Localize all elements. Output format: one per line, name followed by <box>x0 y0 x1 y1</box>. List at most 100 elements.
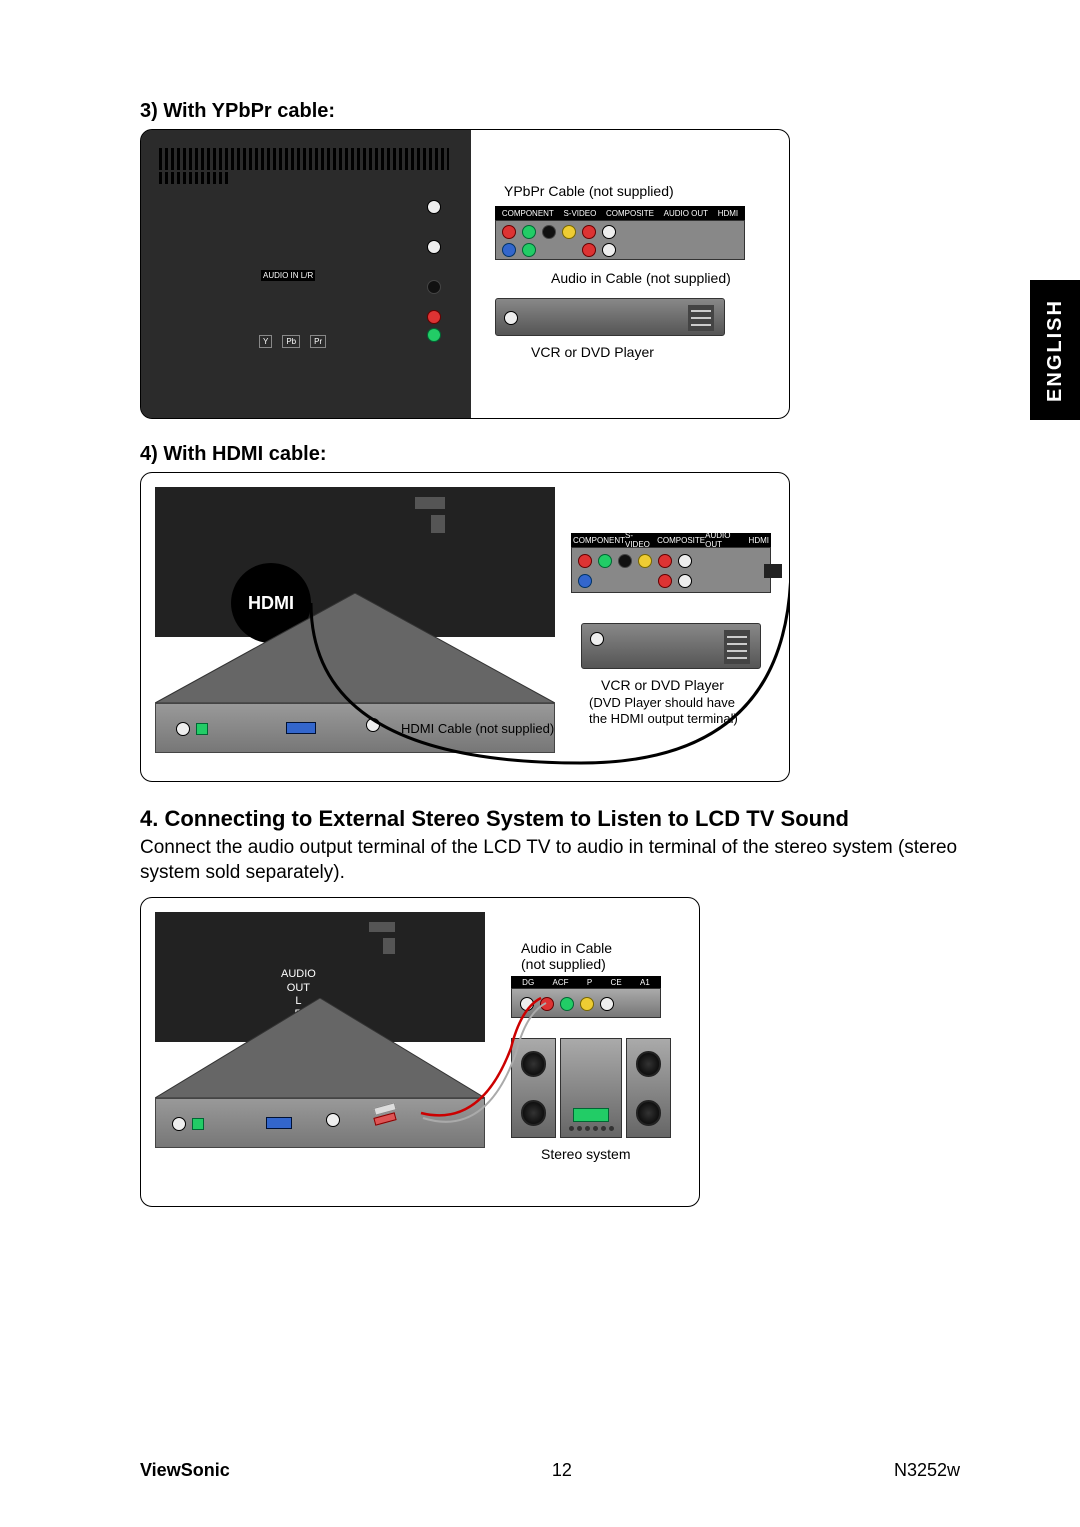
stb-port2 <box>192 1118 204 1130</box>
panel-label-audioout: AUDIO OUT <box>664 209 708 218</box>
stereo-system <box>511 1038 671 1138</box>
amp-unit <box>511 988 661 1018</box>
panel-label-hdmi: HDMI <box>718 209 738 218</box>
port-pb-label: Pb <box>282 335 300 348</box>
section-4-title: 4) With HDMI cable: <box>140 443 960 466</box>
port-black <box>542 225 556 239</box>
hdvd-port1 <box>590 632 604 646</box>
amp-p3 <box>560 997 574 1011</box>
ypbpr-cable-label: YPbPr Cable (not supplied) <box>501 182 677 200</box>
main-heading: 4. Connecting to External Stereo System … <box>140 806 960 832</box>
connector-panel-strip: COMPONENT S-VIDEO COMPOSITE AUDIO OUT HD… <box>495 206 745 220</box>
hp-black <box>618 554 632 568</box>
tv-side-port-5 <box>427 328 441 342</box>
stb-vga <box>266 1117 292 1129</box>
base-port-3 <box>366 718 380 732</box>
tv-side-port-3 <box>427 280 441 294</box>
language-tab: ENGLISH <box>1030 280 1080 420</box>
amp-p1 <box>520 997 534 1011</box>
stereo-display <box>573 1108 609 1122</box>
hdmi-connector-panel <box>571 547 771 593</box>
amp-p2 <box>540 997 554 1011</box>
hp-blue <box>578 574 592 588</box>
hp-red3 <box>658 574 672 588</box>
hp-hdmi: HDMI <box>749 536 769 545</box>
tv-vents <box>159 148 449 170</box>
port-red <box>502 225 516 239</box>
rca-plugs <box>374 1105 414 1125</box>
diagram-ypbpr: AUDIO IN L/R Y Pb Pr YPbPr Cable (not su… <box>140 129 790 419</box>
stereo-center <box>560 1038 622 1138</box>
diagram-right-panel: YPbPr Cable (not supplied) COMPONENT S-V… <box>471 130 789 418</box>
amp-l3: P <box>587 978 592 987</box>
panel-label-composite: COMPOSITE <box>606 209 654 218</box>
tv-back-panel: AUDIO IN L/R Y Pb Pr <box>141 130 471 418</box>
port-white <box>602 225 616 239</box>
dvd-device-label: VCR or DVD Player <box>531 344 654 360</box>
speaker-left <box>511 1038 556 1138</box>
tv-stand-shape <box>155 593 555 713</box>
amp-p4 <box>580 997 594 1011</box>
hdmi-device-note-2: the HDMI output terminal) <box>589 711 738 726</box>
dvd-port <box>504 311 518 325</box>
stereo-cable-label-2: (not supplied) <box>521 956 606 972</box>
page-footer: ViewSonic 12 N3252w <box>140 1460 960 1481</box>
language-tab-text: ENGLISH <box>1044 299 1067 402</box>
dvd-player <box>495 298 725 336</box>
stereo-system-label: Stereo system <box>541 1146 630 1162</box>
tv-vents-small <box>159 172 229 184</box>
footer-brand: ViewSonic <box>140 1460 230 1481</box>
port-pr-label: Pr <box>310 335 326 348</box>
hp-white <box>678 554 692 568</box>
hdmi-plug <box>764 564 782 578</box>
connector-panel <box>495 220 745 260</box>
hdmi-dvd-player <box>581 623 761 669</box>
port-red-3 <box>582 243 596 257</box>
footer-page: 12 <box>552 1460 572 1481</box>
port-red-2 <box>582 225 596 239</box>
amp-panel-strip: DG ACF P CE A1 <box>511 976 661 988</box>
tv-side-port-1 <box>427 200 441 214</box>
hdmi-panel-strip: COMPONENT S-VIDEO COMPOSITE AUDIO OUT HD… <box>571 533 771 547</box>
hdmi-cable-label: HDMI Cable (not supplied) <box>401 721 554 736</box>
tv-ypbpr-ports: Y Pb Pr <box>259 335 326 348</box>
section-3-title: 3) With YPbPr cable: <box>140 100 960 123</box>
stereo-tv-base <box>155 1098 485 1148</box>
base-port-1 <box>176 722 190 736</box>
port-white-2 <box>602 243 616 257</box>
footer-model: N3252w <box>894 1460 960 1481</box>
amp-l5: A1 <box>640 978 650 987</box>
hp-green <box>598 554 612 568</box>
hp-red2 <box>658 554 672 568</box>
port-green-2 <box>522 243 536 257</box>
diagram-stereo: AUDIO OUT L R Audio in Cable (not suppli… <box>140 897 700 1207</box>
amp-l1: DG <box>522 978 534 987</box>
main-body: Connect the audio output terminal of the… <box>140 836 960 885</box>
stereo-cable-label-1: Audio in Cable <box>521 940 612 956</box>
hp-composite: COMPOSITE <box>657 536 705 545</box>
port-y-label: Y <box>259 335 272 348</box>
stb-port1 <box>172 1117 186 1131</box>
stb-port3 <box>326 1113 340 1127</box>
amp-l2: ACF <box>553 978 569 987</box>
hp-white2 <box>678 574 692 588</box>
base-vga <box>286 722 316 734</box>
tv-audio-in-label: AUDIO IN L/R <box>261 270 315 281</box>
hp-red <box>578 554 592 568</box>
speaker-cone-r2 <box>636 1100 662 1126</box>
tv-side-port-4 <box>427 310 441 324</box>
port-green <box>522 225 536 239</box>
tv-side-port-2 <box>427 240 441 254</box>
speaker-cone-r1 <box>636 1051 662 1077</box>
panel-label-svideo: S-VIDEO <box>563 209 596 218</box>
hp-yellow <box>638 554 652 568</box>
port-blue <box>502 243 516 257</box>
speaker-cone-l2 <box>521 1100 547 1126</box>
hdmi-device-label: VCR or DVD Player <box>601 677 724 693</box>
panel-label-component: COMPONENT <box>502 209 554 218</box>
audio-cable-label: Audio in Cable (not supplied) <box>551 270 731 286</box>
hp-component: COMPONENT <box>573 536 625 545</box>
diagram-hdmi: HDMI COMPONENT S-VIDEO COMPOSITE AUDIO O… <box>140 472 790 782</box>
amp-p5 <box>600 997 614 1011</box>
port-yellow <box>562 225 576 239</box>
